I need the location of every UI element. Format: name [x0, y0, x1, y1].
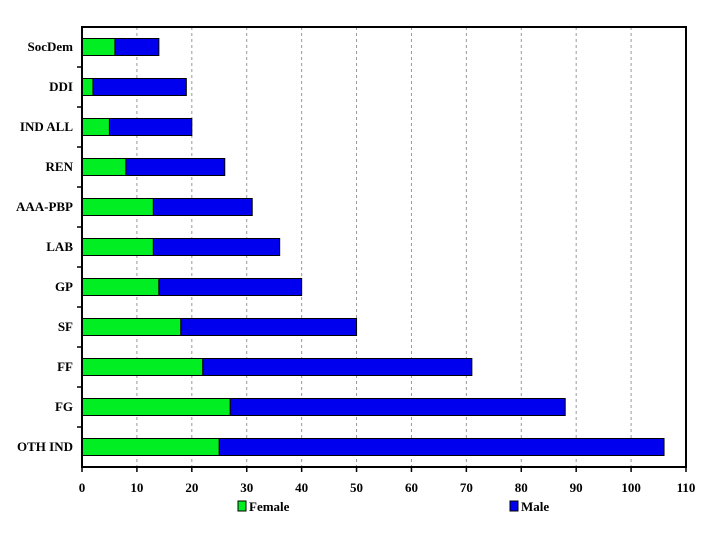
- x-tick-label: 70: [460, 480, 473, 495]
- x-tick-label: 20: [185, 480, 198, 495]
- x-tick-labels: 0 10 20 30 40 50 60 70 80 90 100 110: [79, 480, 696, 495]
- x-tick-label: 30: [240, 480, 253, 495]
- bar-male-gp: [158, 278, 303, 296]
- bar-female-oth-ind: [81, 438, 220, 456]
- category-label: OTH IND: [17, 439, 73, 454]
- bar-female-sf: [81, 318, 182, 336]
- legend-label-male: Male: [521, 499, 549, 514]
- legend-label-female: Female: [249, 499, 290, 514]
- bar-male-ff: [202, 358, 473, 376]
- category-label: DDI: [49, 79, 73, 94]
- category-label: FF: [57, 359, 73, 374]
- bar-male-socdem: [114, 38, 160, 56]
- bar-male-ddi: [92, 78, 187, 96]
- category-label: IND ALL: [20, 119, 73, 134]
- x-tick-label: 10: [130, 480, 143, 495]
- bar-male-aaa-pbp: [152, 198, 253, 216]
- bar-female-ff: [81, 358, 204, 376]
- category-label: SF: [58, 319, 73, 334]
- bar-female-ind-all: [81, 118, 110, 136]
- category-label: AAA-PBP: [16, 199, 73, 214]
- x-tick-label: 110: [677, 480, 696, 495]
- bar-female-fg: [81, 398, 231, 416]
- legend-swatch-female: [237, 500, 247, 512]
- bar-female-ddi: [81, 78, 94, 96]
- x-tick-label: 90: [570, 480, 583, 495]
- bar-female-ren: [81, 158, 127, 176]
- bar-female-gp: [81, 278, 160, 296]
- x-tick-label: 0: [79, 480, 86, 495]
- legend: Female Male: [237, 499, 549, 514]
- plot-frame: [81, 26, 687, 468]
- axes: [77, 26, 687, 472]
- category-label: REN: [46, 159, 74, 174]
- bar-female-socdem: [81, 38, 116, 56]
- x-tick-label: 60: [405, 480, 418, 495]
- legend-swatch-male: [509, 500, 519, 512]
- category-labels: SocDem DDI IND ALL REN AAA-PBP LAB GP SF FF FG OTH…: [16, 39, 74, 454]
- category-label: LAB: [46, 239, 73, 254]
- bar-male-lab: [152, 238, 281, 256]
- bar-male-sf: [180, 318, 358, 336]
- x-tick-label: 80: [515, 480, 528, 495]
- category-label: GP: [55, 279, 73, 294]
- category-label: SocDem: [28, 39, 74, 54]
- bar-female-aaa-pbp: [81, 198, 154, 216]
- bars: [81, 38, 665, 456]
- x-tick-label: 40: [295, 480, 308, 495]
- bar-male-ren: [125, 158, 226, 176]
- bar-male-fg: [229, 398, 566, 416]
- category-label: FG: [55, 399, 73, 414]
- x-tick-label: 50: [350, 480, 363, 495]
- x-tick-label: 100: [621, 480, 641, 495]
- grid-lines: [136, 27, 632, 467]
- bar-male-ind-all: [108, 118, 193, 136]
- bar-male-oth-ind: [218, 438, 665, 456]
- bar-female-lab: [81, 238, 154, 256]
